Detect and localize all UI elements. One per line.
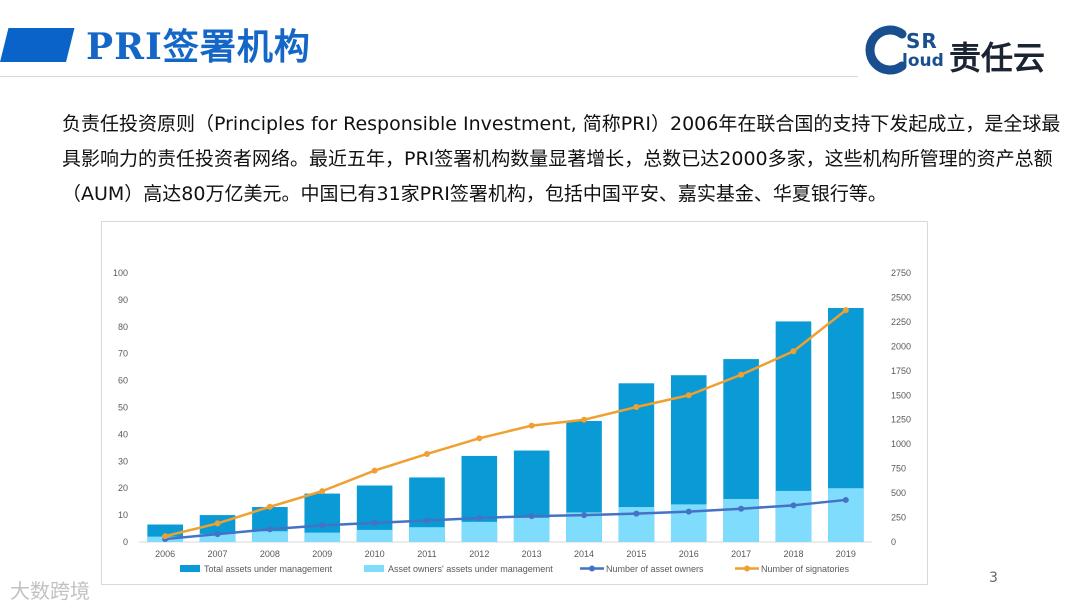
bar-owner-assets bbox=[775, 490, 812, 542]
point-signatories bbox=[790, 348, 797, 355]
right-tick-label: 1500 bbox=[891, 390, 911, 400]
x-tick-label: 2016 bbox=[679, 549, 699, 559]
legend-label: Total assets under management bbox=[204, 564, 333, 574]
point-signatories bbox=[319, 488, 326, 495]
cloud-c-icon bbox=[865, 25, 907, 75]
left-tick-label: 100 bbox=[113, 268, 128, 278]
legend-label: Asset owners' assets under management bbox=[388, 564, 553, 574]
left-tick-label: 30 bbox=[118, 456, 128, 466]
watermark: 大数跨境 bbox=[10, 579, 90, 603]
point-asset-owners bbox=[476, 515, 483, 522]
page-number: 3 bbox=[989, 570, 998, 586]
left-tick-label: 90 bbox=[118, 295, 128, 305]
bar-owner-assets bbox=[723, 498, 759, 542]
bar-owner-assets bbox=[304, 532, 341, 542]
bar-owner-assets bbox=[828, 488, 864, 542]
point-signatories bbox=[581, 416, 588, 423]
point-asset-owners bbox=[266, 526, 273, 533]
legend-swatch bbox=[180, 565, 200, 572]
x-tick-label: 2015 bbox=[626, 549, 646, 559]
bar-owner-assets bbox=[513, 517, 550, 542]
right-tick-label: 2750 bbox=[891, 268, 911, 278]
right-tick-label: 1000 bbox=[891, 439, 911, 449]
x-tick-label: 2018 bbox=[783, 549, 803, 559]
header-divider bbox=[0, 76, 858, 77]
legend-label: Number of asset owners bbox=[606, 564, 704, 574]
x-tick-label: 2011 bbox=[417, 549, 436, 559]
x-tick-label: 2006 bbox=[155, 549, 175, 559]
bar-owner-assets bbox=[252, 531, 288, 542]
point-asset-owners bbox=[319, 522, 326, 529]
legend-swatch bbox=[364, 565, 384, 572]
right-tick-label: 0 bbox=[891, 537, 896, 547]
left-tick-label: 10 bbox=[118, 510, 128, 520]
point-asset-owners bbox=[685, 508, 692, 515]
point-asset-owners bbox=[790, 502, 797, 509]
point-signatories bbox=[633, 404, 640, 411]
left-tick-label: 0 bbox=[123, 537, 128, 547]
point-signatories bbox=[685, 392, 692, 399]
x-tick-label: 2013 bbox=[522, 549, 542, 559]
line-signatories bbox=[164, 309, 847, 538]
point-asset-owners bbox=[738, 505, 745, 512]
point-signatories bbox=[738, 371, 745, 378]
bar-owner-assets bbox=[199, 533, 236, 542]
logo-cloud-text: loud bbox=[902, 51, 944, 71]
bar-owner-assets bbox=[409, 527, 445, 542]
chart-svg: 0102030405060708090100025050075010001250… bbox=[113, 268, 911, 574]
right-tick-label: 500 bbox=[891, 488, 906, 498]
right-tick-label: 250 bbox=[891, 513, 906, 523]
legend-label: Number of signatories bbox=[761, 564, 850, 574]
point-asset-owners bbox=[528, 513, 535, 520]
point-signatories bbox=[162, 533, 169, 540]
right-tick-label: 750 bbox=[891, 464, 906, 474]
point-signatories bbox=[528, 422, 535, 429]
right-tick-label: 2250 bbox=[891, 317, 911, 327]
right-tick-label: 1250 bbox=[891, 415, 911, 425]
point-asset-owners bbox=[633, 510, 640, 517]
pri-chart: 0 10 20 30 40 50 60 70 80 90 100 0 250 500 750 1000 1250… bbox=[101, 221, 928, 585]
logo-brand-text: 责任云 bbox=[949, 39, 1046, 77]
left-tick-label: 80 bbox=[118, 322, 128, 332]
point-asset-owners bbox=[214, 531, 221, 538]
point-signatories bbox=[476, 435, 483, 442]
left-tick-label: 60 bbox=[118, 376, 128, 386]
intro-paragraph: 负责任投资原则（Principles for Responsible Inves… bbox=[62, 113, 1061, 205]
bar-owner-assets bbox=[461, 521, 498, 542]
x-tick-label: 2014 bbox=[574, 549, 594, 559]
left-tick-label: 50 bbox=[118, 403, 128, 413]
legend-marker bbox=[744, 565, 750, 572]
point-signatories bbox=[842, 307, 849, 314]
point-signatories bbox=[371, 467, 378, 474]
right-tick-label: 2000 bbox=[891, 341, 911, 351]
x-tick-label: 2008 bbox=[260, 549, 280, 559]
point-asset-owners bbox=[842, 496, 849, 503]
x-tick-label: 2007 bbox=[208, 549, 228, 559]
header-accent-bar bbox=[0, 28, 75, 62]
bar-owner-assets bbox=[356, 529, 393, 542]
left-tick-label: 20 bbox=[118, 483, 128, 493]
left-tick-label: 40 bbox=[118, 429, 128, 439]
legend-marker bbox=[589, 565, 595, 572]
logo: SR loud 责任云 bbox=[862, 22, 1062, 78]
page-title: PRI签署机构 bbox=[86, 26, 311, 68]
right-tick-label: 2500 bbox=[891, 292, 911, 302]
point-signatories bbox=[266, 503, 273, 510]
x-tick-label: 2009 bbox=[312, 549, 332, 559]
left-tick-label: 70 bbox=[118, 349, 128, 359]
point-asset-owners bbox=[371, 519, 378, 526]
line-asset-owners bbox=[165, 498, 846, 541]
x-tick-label: 2017 bbox=[731, 549, 751, 559]
x-tick-label: 2012 bbox=[469, 549, 489, 559]
x-tick-label: 2019 bbox=[836, 549, 856, 559]
point-asset-owners bbox=[581, 512, 588, 519]
x-tick-label: 2010 bbox=[365, 549, 385, 559]
point-signatories bbox=[423, 450, 430, 457]
point-asset-owners bbox=[423, 517, 430, 524]
logo-sr-text: SR bbox=[906, 29, 938, 53]
point-signatories bbox=[214, 520, 221, 527]
right-tick-label: 1750 bbox=[891, 366, 911, 376]
